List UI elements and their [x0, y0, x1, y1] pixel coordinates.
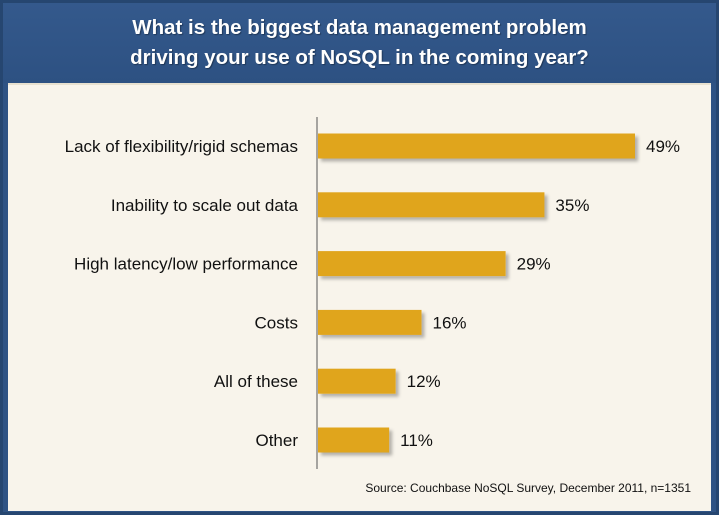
- category-label-4: Costs: [255, 313, 298, 332]
- value-label-4: 16%: [433, 313, 467, 332]
- chart-panel: Lack of flexibility/rigid schemas 49% Inab…: [8, 83, 711, 511]
- bar-6: [318, 427, 390, 453]
- value-label-1: 49%: [646, 137, 680, 156]
- chart-title-line-2: driving your use of NoSQL in the coming …: [130, 46, 589, 69]
- category-label-6: Other: [255, 431, 298, 450]
- value-label-2: 35%: [555, 196, 589, 215]
- bar-5: [318, 368, 396, 394]
- bar-2: [318, 192, 545, 218]
- category-label-5: All of these: [214, 372, 298, 391]
- value-label-5: 12%: [407, 372, 441, 391]
- title-band: What is the biggest data management prob…: [3, 3, 716, 83]
- value-label-6: 11%: [400, 431, 433, 450]
- category-label-3: High latency/low performance: [74, 255, 298, 274]
- chart-title-line-1: What is the biggest data management prob…: [132, 16, 587, 39]
- bar-4: [318, 309, 422, 335]
- bar-3: [318, 251, 506, 277]
- category-label-2: Inability to scale out data: [111, 196, 299, 215]
- bar-1: [318, 133, 635, 159]
- source-note: Source: Couchbase NoSQL Survey, December…: [365, 481, 691, 495]
- value-label-3: 29%: [517, 255, 551, 274]
- category-label-1: Lack of flexibility/rigid schemas: [65, 137, 298, 156]
- bar-chart: Lack of flexibility/rigid schemas 49% Inab…: [65, 117, 680, 469]
